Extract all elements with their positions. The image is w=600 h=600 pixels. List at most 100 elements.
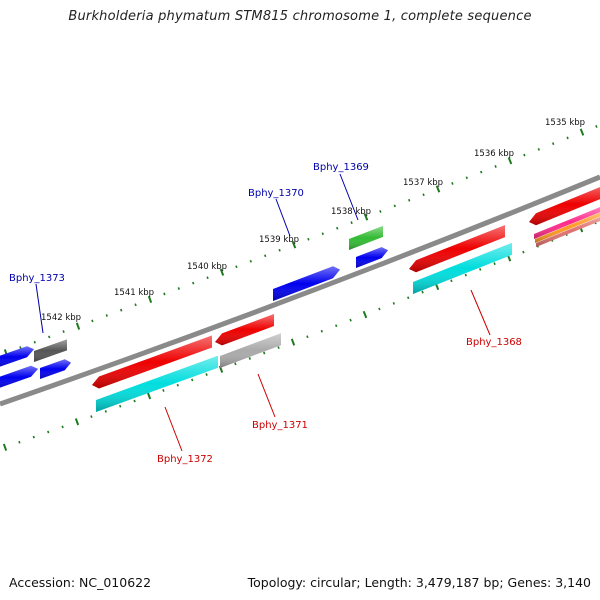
inner-track-minor-tick: [320, 329, 323, 333]
feature-magenta-right-shading: [534, 207, 600, 239]
outer-track-minor-tick: [350, 221, 353, 225]
inner-track-minor-tick: [32, 435, 35, 439]
feature-red-bphy-1371-shading: [215, 314, 274, 346]
inner-track-minor-tick: [277, 346, 280, 349]
outer-track-minor-tick: [393, 204, 396, 208]
outer-track-minor-tick: [523, 153, 526, 157]
kbp-label-1540: 1540 kbp: [187, 262, 227, 272]
inner-track-minor-tick: [479, 268, 482, 271]
outer-track-minor-tick: [19, 346, 22, 349]
feature-blue-left-top[interactable]: [0, 346, 34, 368]
feature-blue-bphy-1369[interactable]: [356, 247, 388, 268]
outer-track-minor-tick: [192, 281, 195, 285]
kbp-label-1535: 1535 kbp: [545, 118, 585, 128]
outer-tick-track: [3, 125, 598, 357]
outer-track-minor-tick: [451, 182, 454, 185]
inner-track-minor-tick: [522, 250, 525, 254]
outer-track-major-tick: [147, 295, 153, 304]
feature-red-bphy-1372-shading: [92, 335, 212, 389]
outer-track-major-tick: [435, 185, 441, 193]
outer-track-minor-tick: [33, 340, 36, 344]
inner-track-minor-tick: [104, 410, 107, 413]
gene-label-bphy-1370[interactable]: Bphy_1370: [248, 188, 304, 199]
feature-red-bphy-1368[interactable]: [409, 225, 505, 273]
outer-track-minor-tick: [120, 308, 123, 312]
gene-label-bphy-1368[interactable]: Bphy_1368: [466, 337, 522, 348]
outer-track-minor-tick: [494, 165, 497, 168]
inner-track-minor-tick: [205, 373, 208, 376]
kbp-label-1542: 1542 kbp: [41, 313, 81, 323]
accession-text: Accession: NC_010622: [9, 575, 152, 590]
gene-features: [0, 184, 600, 412]
gene-label-bphy-1373[interactable]: Bphy_1373: [9, 273, 65, 284]
feature-green[interactable]: [349, 225, 383, 250]
gene-label-bphy-1372[interactable]: Bphy_1372: [157, 454, 213, 465]
outer-track-minor-tick: [379, 210, 382, 213]
outer-track-minor-tick: [163, 292, 166, 296]
feature-red-right[interactable]: [529, 184, 600, 226]
map-title: Burkholderia phymatum STM815 chromosome …: [68, 9, 532, 24]
feature-blue-bphy-1369-shading: [356, 247, 388, 268]
feature-cyan-bphy-1368-shading: [413, 242, 512, 294]
genome-summary-text: Topology: circular; Length: 3,479,187 bp…: [247, 575, 591, 590]
kbp-label-1541: 1541 kbp: [114, 288, 154, 298]
outer-track-minor-tick: [465, 176, 468, 180]
inner-track-minor-tick: [493, 262, 496, 266]
inner-track-minor-tick: [450, 279, 453, 283]
kbp-label-1538: 1538 kbp: [331, 207, 371, 217]
feature-cyan-bphy-1372[interactable]: [96, 355, 218, 412]
feature-salmon-right[interactable]: [536, 215, 600, 248]
inner-track-major-tick: [2, 443, 8, 451]
inner-track-minor-tick: [18, 440, 21, 444]
outer-track-minor-tick: [278, 248, 281, 252]
feature-blue-left-bottom-shading: [0, 365, 38, 388]
inner-track-minor-tick: [234, 362, 237, 366]
outer-track-minor-tick: [480, 170, 483, 174]
feature-blue-left-top-shading: [0, 346, 34, 367]
inner-track-minor-tick: [464, 273, 467, 277]
gene-label-bphy-1371[interactable]: Bphy_1371: [252, 420, 308, 431]
outer-track-minor-tick: [422, 193, 425, 197]
feature-green-shading: [349, 225, 383, 250]
outer-track-minor-tick: [249, 259, 252, 263]
inner-track-minor-tick: [191, 378, 194, 382]
inner-track-minor-tick: [47, 430, 50, 434]
leader-line-bphy-1369: [339, 173, 359, 221]
inner-track-minor-tick: [133, 399, 136, 403]
inner-track-minor-tick: [378, 307, 381, 311]
kbp-labels: 1535 kbp 1536 kbp 1537 kbp 1538 kbp 1539…: [41, 118, 585, 323]
leader-line-bphy-1371: [257, 373, 276, 418]
outer-track-minor-tick: [408, 198, 411, 202]
outer-track-minor-tick: [134, 303, 137, 307]
inner-track-major-tick: [290, 338, 296, 346]
feature-red-bphy-1372[interactable]: [92, 335, 212, 389]
inner-track-major-tick: [146, 392, 152, 400]
feature-red-bphy-1368-shading: [409, 225, 505, 273]
inner-track-minor-tick: [306, 335, 309, 339]
feature-blue-small-shading: [40, 359, 71, 379]
feature-red-bphy-1371[interactable]: [215, 314, 274, 346]
outer-track-major-tick: [579, 128, 585, 136]
inner-track-major-tick: [362, 310, 368, 319]
feature-gray-bphy-1371-shading: [220, 333, 281, 368]
gene-label-bphy-1369[interactable]: Bphy_1369: [313, 162, 369, 173]
feature-blue-left-bottom[interactable]: [0, 365, 38, 389]
inner-track-minor-tick: [421, 290, 424, 294]
inner-track-minor-tick: [61, 425, 64, 429]
feature-magenta-right[interactable]: [534, 206, 600, 240]
leader-line-bphy-1368: [470, 289, 491, 336]
inner-track-minor-tick: [176, 383, 179, 387]
outer-track-major-tick: [363, 213, 369, 221]
feature-orange-right[interactable]: [535, 211, 600, 244]
inner-track-minor-tick: [392, 302, 395, 305]
outer-track-minor-tick: [48, 335, 51, 339]
feature-blue-bphy-1370[interactable]: [273, 266, 340, 301]
feature-gray-dark[interactable]: [34, 339, 67, 362]
feature-gray-bphy-1371[interactable]: [220, 333, 281, 368]
feature-cyan-bphy-1368[interactable]: [413, 242, 512, 294]
outer-track-major-tick: [75, 322, 81, 330]
outer-track-minor-tick: [91, 319, 94, 323]
outer-track-minor-tick: [307, 237, 310, 241]
feature-blue-small[interactable]: [40, 359, 71, 379]
